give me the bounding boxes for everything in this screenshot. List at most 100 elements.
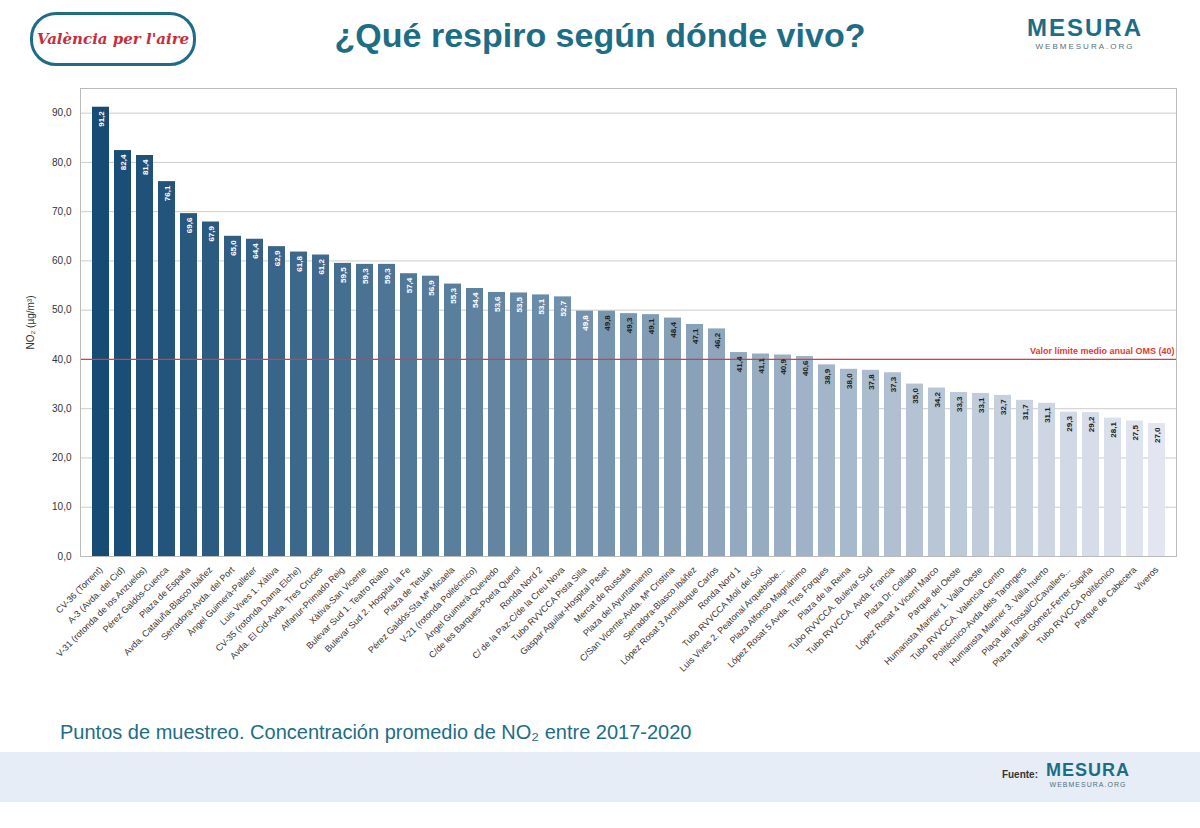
svg-text:Serradora-Blasco Ibáñez: Serradora-Blasco Ibáñez bbox=[621, 564, 699, 643]
svg-text:59,3: 59,3 bbox=[361, 268, 370, 284]
svg-text:Plaça del Tossal/C/Cavallers..: Plaça del Tossal/C/Cavallers... bbox=[980, 565, 1073, 658]
svg-text:Humanista Mariner 3. Valla hue: Humanista Mariner 3. Valla huerto bbox=[947, 564, 1051, 668]
svg-text:Parque de Cabecera: Parque de Cabecera bbox=[1073, 565, 1139, 631]
svg-text:37,3: 37,3 bbox=[889, 376, 898, 392]
svg-text:27,5: 27,5 bbox=[1131, 424, 1140, 440]
svg-text:Tubo RVVCCA. Avda. Francia: Tubo RVVCCA. Avda. Francia bbox=[805, 565, 897, 657]
svg-text:López Rosat 4 Vicent Marco: López Rosat 4 Vicent Marco bbox=[853, 564, 941, 652]
svg-text:V-21 (rotonda Politécnico): V-21 (rotonda Politécnico) bbox=[398, 564, 479, 645]
svg-text:56,9: 56,9 bbox=[427, 280, 436, 296]
svg-text:33,1: 33,1 bbox=[977, 397, 986, 413]
svg-text:Bulevar Sud 1. Teatro Rialto: Bulevar Sud 1. Teatro Rialto bbox=[304, 564, 391, 651]
svg-text:Àngel Guimerà-Palleter: Àngel Guimerà-Palleter bbox=[185, 564, 259, 638]
svg-text:Luis Vives 2. Peatonal Arquebi: Luis Vives 2. Peatonal Arquebisbe... bbox=[677, 564, 787, 674]
svg-text:31,1: 31,1 bbox=[1043, 407, 1052, 423]
svg-text:49,8: 49,8 bbox=[581, 315, 590, 331]
svg-text:Humanista Mariner 1. Valla Oes: Humanista Mariner 1. Valla Oeste bbox=[882, 564, 985, 667]
svg-text:50,0: 50,0 bbox=[52, 304, 72, 315]
svg-text:49,8: 49,8 bbox=[603, 315, 612, 331]
svg-text:Avda. El Cid-Avda. Tres Cruces: Avda. El Cid-Avda. Tres Cruces bbox=[228, 564, 325, 661]
svg-text:Gaspar Aguilar-Hospital Peset: Gaspar Aguilar-Hospital Peset bbox=[518, 564, 611, 657]
svg-text:Luis Vives 1. Xàtiva: Luis Vives 1. Xàtiva bbox=[217, 564, 281, 628]
svg-text:55,3: 55,3 bbox=[449, 288, 458, 304]
svg-text:64,4: 64,4 bbox=[251, 243, 260, 259]
svg-text:Tubo RVVCCA Pista Silla: Tubo RVVCCA Pista Silla bbox=[509, 564, 589, 644]
svg-text:90,0: 90,0 bbox=[52, 107, 72, 118]
svg-text:40,9: 40,9 bbox=[779, 358, 788, 374]
svg-text:32,7: 32,7 bbox=[999, 399, 1008, 415]
svg-text:62,9: 62,9 bbox=[273, 250, 282, 266]
svg-text:76,1: 76,1 bbox=[163, 185, 172, 201]
svg-text:Alfanur-Primado Reig: Alfanur-Primado Reig bbox=[278, 564, 347, 633]
svg-text:65,0: 65,0 bbox=[229, 240, 238, 256]
svg-text:60,0: 60,0 bbox=[52, 255, 72, 266]
svg-text:0,0: 0,0 bbox=[58, 551, 72, 562]
svg-text:35,0: 35,0 bbox=[911, 388, 920, 404]
svg-text:29,2: 29,2 bbox=[1087, 416, 1096, 432]
svg-text:54,4: 54,4 bbox=[471, 292, 480, 308]
svg-text:Serradora-Avda. del Port: Serradora-Avda. del Port bbox=[159, 564, 237, 643]
svg-text:57,4: 57,4 bbox=[405, 277, 414, 293]
svg-text:A-3 (Avda. del Cid): A-3 (Avda. del Cid) bbox=[65, 564, 127, 626]
svg-text:Bulevar Sud 2. Hospital la Fe: Bulevar Sud 2. Hospital la Fe bbox=[323, 565, 412, 654]
svg-text:Plaza rafael Gómez-Ferrer Sapi: Plaza rafael Gómez-Ferrer Sapiña bbox=[990, 564, 1095, 669]
svg-text:41,1: 41,1 bbox=[757, 357, 766, 373]
svg-text:27,0: 27,0 bbox=[1153, 427, 1162, 443]
svg-text:Pérez Galdós-Sta Mª Micaela: Pérez Galdós-Sta Mª Micaela bbox=[366, 564, 457, 656]
svg-text:40,6: 40,6 bbox=[801, 360, 810, 376]
svg-text:81,4: 81,4 bbox=[141, 159, 150, 175]
svg-text:40,0: 40,0 bbox=[52, 354, 72, 365]
svg-text:20,0: 20,0 bbox=[52, 452, 72, 463]
svg-text:Avda. Cataluña-Blasco Ibáñez: Avda. Cataluña-Blasco Ibáñez bbox=[122, 564, 215, 657]
svg-text:46,2: 46,2 bbox=[713, 332, 722, 348]
svg-text:Tubo RVVCCA. Bulevar Sud: Tubo RVVCCA. Bulevar Sud bbox=[786, 564, 875, 653]
svg-text:10,0: 10,0 bbox=[52, 501, 72, 512]
svg-text:31,7: 31,7 bbox=[1021, 404, 1030, 420]
svg-text:82,4: 82,4 bbox=[119, 154, 128, 170]
svg-text:53,5: 53,5 bbox=[515, 296, 524, 312]
svg-text:Politécnico-Avda dels Taronger: Politécnico-Avda dels Tarongers bbox=[930, 564, 1029, 663]
svg-text:41,4: 41,4 bbox=[735, 356, 744, 372]
svg-text:C/de les Barques-Poeta Querol: C/de les Barques-Poeta Querol bbox=[427, 565, 523, 661]
svg-text:34,2: 34,2 bbox=[933, 391, 942, 407]
svg-text:80,0: 80,0 bbox=[52, 157, 72, 168]
svg-text:Tubo RVVCCA. Valencia Centro: Tubo RVVCCA. Valencia Centro bbox=[908, 564, 1007, 663]
svg-text:38,9: 38,9 bbox=[823, 368, 832, 384]
svg-text:53,6: 53,6 bbox=[493, 296, 502, 312]
svg-text:López Rosat 5 Avda. Tres Forqu: López Rosat 5 Avda. Tres Forques bbox=[725, 564, 831, 670]
svg-text:59,5: 59,5 bbox=[339, 267, 348, 283]
svg-text:Valor límite medio anual OMS (: Valor límite medio anual OMS (40) bbox=[1030, 346, 1175, 356]
svg-text:49,3: 49,3 bbox=[625, 317, 634, 333]
svg-text:61,8: 61,8 bbox=[295, 256, 304, 272]
svg-text:38,0: 38,0 bbox=[845, 373, 854, 389]
svg-text:91,2: 91,2 bbox=[97, 111, 106, 127]
svg-text:69,6: 69,6 bbox=[185, 217, 194, 233]
svg-text:49,1: 49,1 bbox=[647, 318, 656, 334]
svg-text:37,8: 37,8 bbox=[867, 374, 876, 390]
svg-text:C/San Vicente-Avda. Mª Cristin: C/San Vicente-Avda. Mª Cristina bbox=[578, 565, 677, 664]
svg-text:NO₂ (µg/m³): NO₂ (µg/m³) bbox=[25, 295, 36, 349]
svg-text:30,0: 30,0 bbox=[52, 403, 72, 414]
svg-text:53,1: 53,1 bbox=[537, 298, 546, 314]
svg-text:Pérez Galdós-Cuenca: Pérez Galdós-Cuenca bbox=[100, 564, 171, 635]
svg-text:Plaza Alfonso Magnánimo: Plaza Alfonso Magnánimo bbox=[727, 564, 809, 646]
svg-text:Tubo RVVCCA Molí del Sol: Tubo RVVCCA Molí del Sol bbox=[680, 564, 765, 649]
svg-text:Plaza del Ayuntamiento: Plaza del Ayuntamiento bbox=[581, 564, 655, 639]
svg-text:López Rosat 3 Archiduque Carlo: López Rosat 3 Archiduque Carlos bbox=[618, 564, 721, 667]
svg-text:48,4: 48,4 bbox=[669, 322, 678, 338]
svg-text:V-31 (rotonda de los Anzuelos): V-31 (rotonda de los Anzuelos) bbox=[54, 564, 149, 659]
svg-text:59,3: 59,3 bbox=[383, 268, 392, 284]
svg-text:Tubo RVVCCA Politécnico: Tubo RVVCCA Politécnico bbox=[1034, 564, 1117, 647]
svg-text:28,1: 28,1 bbox=[1109, 422, 1118, 438]
svg-text:Àngel Guimerà-Quevedo: Àngel Guimerà-Quevedo bbox=[423, 564, 501, 643]
svg-text:70,0: 70,0 bbox=[52, 206, 72, 217]
svg-text:CV-35 (rotonda Dama Elche): CV-35 (rotonda Dama Elche) bbox=[214, 565, 303, 654]
svg-text:Viveros: Viveros bbox=[1132, 564, 1161, 593]
svg-text:67,9: 67,9 bbox=[207, 225, 216, 241]
svg-text:33,3: 33,3 bbox=[955, 396, 964, 412]
svg-text:C/ de la Paz-C/de la Creu Nova: C/ de la Paz-C/de la Creu Nova bbox=[470, 565, 566, 661]
svg-text:61,2: 61,2 bbox=[317, 258, 326, 274]
svg-text:52,7: 52,7 bbox=[559, 300, 568, 316]
svg-text:47,1: 47,1 bbox=[691, 328, 700, 344]
svg-text:29,3: 29,3 bbox=[1065, 416, 1074, 432]
